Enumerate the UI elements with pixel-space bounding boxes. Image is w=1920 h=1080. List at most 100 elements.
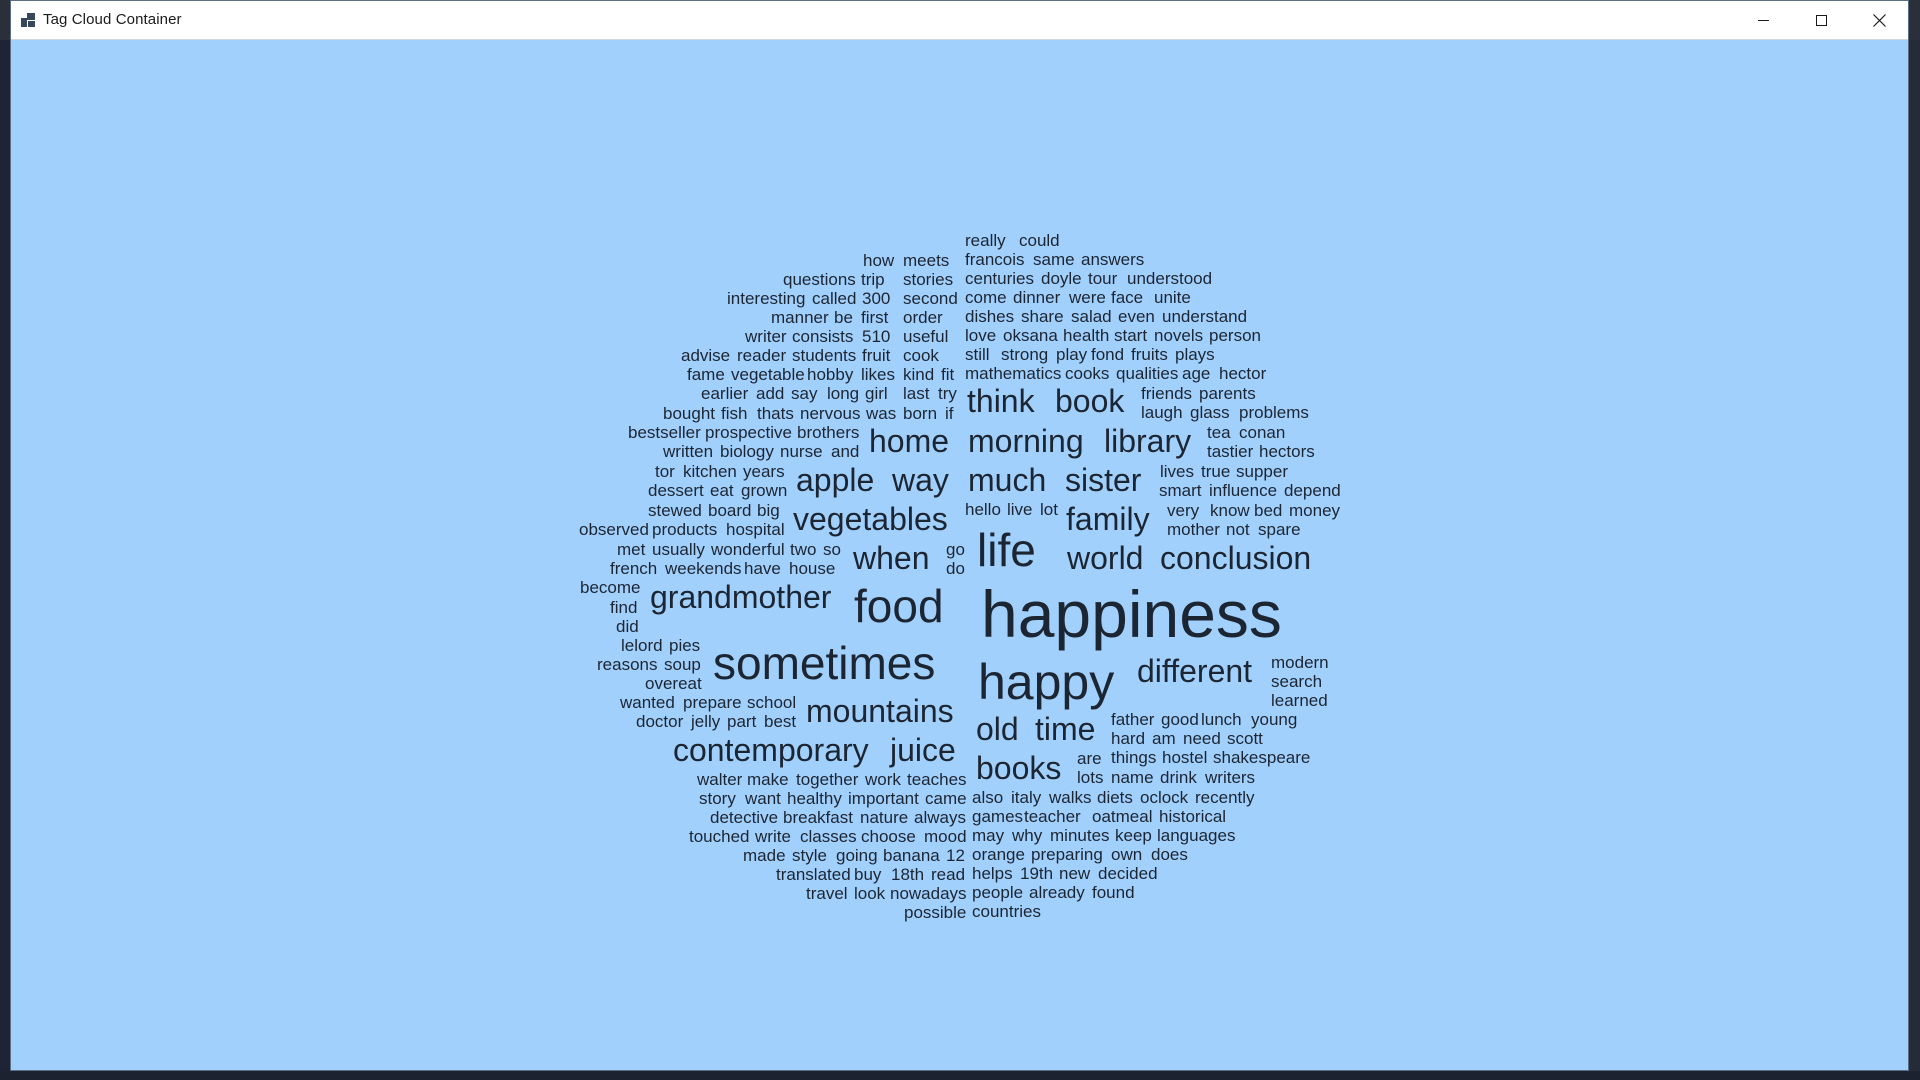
tag-word: if (945, 403, 954, 423)
tag-word: family (1066, 501, 1150, 538)
tag-word: consists (792, 326, 854, 346)
tag-word: orange (972, 844, 1025, 864)
window-title: Tag Cloud Container (43, 11, 182, 28)
tag-word: father (1111, 709, 1155, 729)
tag-word: eat (710, 480, 734, 500)
tag-word: money (1289, 500, 1341, 520)
tag-word: supper (1236, 461, 1288, 481)
tag-word: home (869, 423, 950, 460)
tag-word: even (1118, 306, 1155, 326)
tag-word: italy (1011, 787, 1042, 807)
tag-word: good (1161, 709, 1199, 729)
tag-word: games (972, 806, 1024, 826)
tag-word: decided (1098, 863, 1158, 883)
tag-word: were (1069, 287, 1106, 307)
tag-word: helps (972, 863, 1013, 883)
tag-word: bought (663, 403, 715, 423)
tag-word: tastier (1207, 441, 1254, 461)
tag-word: was (866, 403, 897, 423)
tag-word: much (968, 462, 1047, 499)
app-window: Tag Cloud Container really could how meets f… (10, 0, 1909, 1071)
tag-word: glass (1190, 402, 1230, 422)
tag-word: fit (941, 364, 955, 384)
tag-word: people (972, 882, 1024, 902)
tag-word: dishes (965, 306, 1015, 326)
tag-word: hectors (1259, 441, 1315, 461)
tag-word: stewed (648, 500, 702, 520)
tag-word: breakfast (783, 807, 853, 827)
tag-word: time (1035, 711, 1096, 748)
tag-word: detective (710, 807, 779, 827)
tag-word: recently (1195, 787, 1255, 807)
tag-word: did (616, 616, 639, 636)
tag-word: learned (1271, 690, 1328, 710)
tag-word: wonderful (711, 539, 785, 559)
tag-word: happiness (981, 576, 1282, 651)
tag-word: understand (1162, 306, 1248, 326)
title-bar[interactable]: Tag Cloud Container (11, 1, 1908, 40)
tag-word: centuries (965, 268, 1034, 288)
tag-word: work (865, 769, 901, 789)
tag-word: historical (1159, 806, 1227, 826)
tag-word: 18th (891, 864, 925, 884)
tag-word: shakespeare (1213, 747, 1311, 767)
tag-word: going (836, 845, 878, 865)
close-button[interactable] (1850, 1, 1908, 39)
tag-word: hello (965, 499, 1001, 519)
tag-word: prepare (683, 692, 742, 712)
tag-word: house (789, 558, 836, 578)
tag-word: touched (689, 826, 750, 846)
tag-word: live (1007, 499, 1033, 519)
tag-word: found (1092, 882, 1135, 902)
tag-word: am (1152, 728, 1176, 748)
tag-word: tea (1207, 422, 1231, 442)
minimize-button[interactable] (1734, 1, 1792, 39)
tag-word: questions (783, 269, 856, 289)
tag-word: first (861, 307, 889, 327)
tag-word: reasons (597, 654, 658, 674)
tag-word: doctor (636, 711, 684, 731)
tag-word: fruits (1131, 344, 1168, 364)
tag-word: try (938, 383, 957, 403)
tag-word: weekends (665, 558, 742, 578)
tag-word: possible (904, 902, 967, 922)
tag-word: writer (745, 326, 787, 346)
tag-word: story (699, 788, 736, 808)
tag-word: sister (1065, 462, 1142, 499)
tag-word: long (827, 383, 860, 403)
tag-word: qualities (1116, 363, 1179, 383)
tag-word: also (972, 787, 1004, 807)
tag-word: earlier (701, 383, 749, 403)
tag-word: nowadays (890, 883, 967, 903)
tag-word: lot (1040, 499, 1058, 519)
tag-word: lelord (621, 635, 663, 655)
tag-word: overeat (645, 673, 702, 693)
tag-word: does (1151, 844, 1188, 864)
tag-word: languages (1157, 825, 1236, 845)
tag-word: go (946, 539, 965, 559)
tag-word: think (967, 383, 1035, 420)
tag-word: brothers (797, 422, 860, 442)
tag-word: book (1055, 383, 1125, 420)
maximize-button[interactable] (1792, 1, 1850, 39)
tag-word: meets (903, 250, 950, 270)
tag-word: could (1019, 230, 1060, 250)
tag-word: world (1067, 540, 1144, 577)
tag-word: big (757, 500, 780, 520)
tag-word: teaches (907, 769, 967, 789)
tag-word: walter (697, 769, 743, 789)
tag-word: mother (1167, 519, 1220, 539)
tag-word: together (796, 769, 859, 789)
tag-word: look (854, 883, 886, 903)
tag-word: still (965, 344, 990, 364)
tag-word: library (1104, 423, 1192, 460)
tag-word: part (727, 711, 757, 731)
tag-word: made (743, 845, 786, 865)
tag-word: fond (1091, 344, 1125, 364)
tag-word: born (903, 403, 938, 423)
tag-word: nervous (800, 403, 861, 423)
tag-word: order (903, 307, 943, 327)
tag-word: usually (652, 539, 705, 559)
tag-word: prospective (705, 422, 792, 442)
tag-word: same (1033, 249, 1075, 269)
